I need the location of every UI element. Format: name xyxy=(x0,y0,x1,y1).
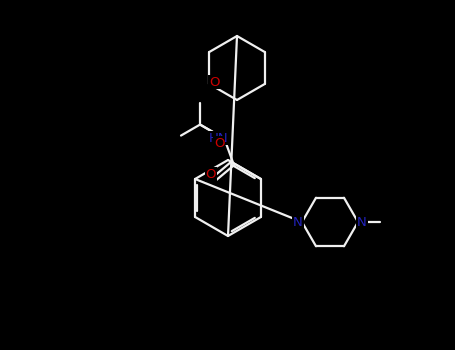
Text: HN: HN xyxy=(209,132,228,145)
Text: O: O xyxy=(206,168,216,181)
Text: O: O xyxy=(214,137,225,150)
Text: N: N xyxy=(293,216,303,229)
Text: O: O xyxy=(209,76,219,89)
Text: N: N xyxy=(357,216,367,229)
